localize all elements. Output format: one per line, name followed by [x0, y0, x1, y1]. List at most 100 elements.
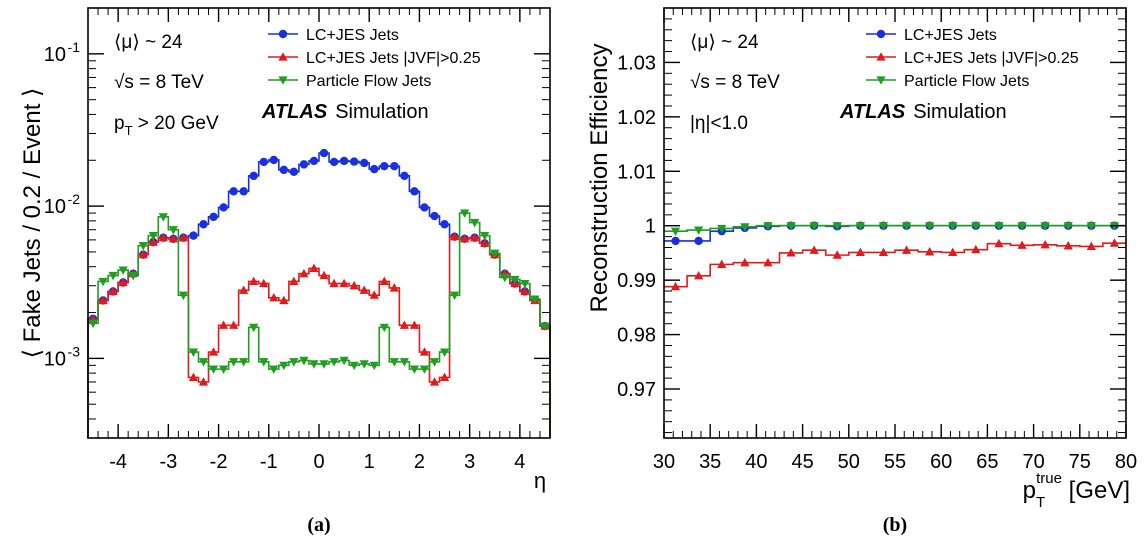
panel-a-point-0-20	[289, 167, 299, 177]
panel-b-eta-label: |η|<1.0	[690, 113, 748, 134]
panel-a-point-1-10	[188, 372, 199, 382]
panel-b-ticks: 30 35 40 45 50 55 60 65 70 75 80 0.97 0.98 0.99 1 1.01 1…	[617, 7, 1137, 473]
panel-b-point-1-14	[994, 238, 1004, 248]
panel-a-point-2-19	[279, 361, 289, 371]
panel-b-atlas-label: ATLAS Simulation	[839, 101, 1007, 123]
panel-a-point-0-23	[319, 148, 329, 158]
panel-a-xtick-label-1: -3	[159, 451, 177, 473]
panel-b-series-line-2	[664, 224, 1126, 232]
panel-a-point-2-10	[188, 348, 199, 357]
panel-a-point-2-35	[439, 348, 450, 357]
panel-a-point-2-36	[449, 291, 460, 300]
panel-b-xtick-label-1: 35	[699, 451, 721, 473]
panel-a-point-2-23	[319, 360, 329, 369]
panel-b-point-2-0	[670, 227, 681, 236]
panel-a-point-2-41	[500, 273, 510, 283]
panel-a-point-2-7	[158, 213, 168, 222]
panel-b-point-1-11	[925, 247, 935, 256]
panel-a-point-1-3	[118, 277, 128, 287]
panel-a-point-0-16	[249, 171, 258, 181]
panel-a-xlabel: η	[534, 468, 546, 493]
panel-b-xtick-label-6: 60	[930, 451, 952, 473]
panel-a-point-0-19	[279, 165, 289, 175]
panel-a-point-1-25	[339, 278, 349, 288]
panel-b-xtick-label-4: 50	[838, 451, 860, 473]
panel-b-point-2-12	[948, 222, 958, 231]
panel-a-point-0-10	[189, 231, 198, 240]
panel-a-xtick-label-7: 3	[464, 451, 475, 473]
panel-b-point-2-5	[786, 222, 796, 231]
panel-a-point-0-30	[390, 161, 399, 171]
panel-b-point-2-4	[763, 222, 773, 231]
panel-a-xtick-label-2: -2	[210, 451, 228, 473]
panel-a-legend: LC+JES Jets LC+JES Jets |JVF|>0.25 Particl…	[268, 27, 481, 90]
panel-a-point-1-21	[299, 268, 309, 278]
panel-b-mu-label: ⟨μ⟩ ~ 24	[690, 32, 759, 53]
panel-a-point-2-15	[239, 358, 249, 367]
panel-a-point-0-27	[359, 158, 369, 168]
panel-b-point-1-15	[1017, 240, 1027, 249]
panel-a-point-1-6	[148, 237, 158, 246]
panel-b-point-2-7	[832, 222, 842, 231]
panel-a-point-2-26	[349, 361, 359, 371]
panel-a-point-0-12	[209, 212, 218, 222]
panel-a-mu-label: ⟨μ⟩ ~ 24	[114, 32, 183, 53]
panel-a-point-2-6	[148, 232, 158, 241]
panel-a-point-2-18	[269, 365, 279, 374]
panel-a-point-1-18	[269, 292, 279, 302]
panel-a-point-1-29	[379, 276, 389, 286]
panel-b-point-2-3	[740, 223, 750, 232]
panel-b-point-1-6	[809, 245, 819, 254]
panel-b-point-1-8	[855, 247, 865, 256]
panel-b-point-2-8	[855, 222, 865, 231]
panel-b-point-1-10	[901, 245, 912, 254]
panel-b-ylabel: Reconstruction Efficiency	[586, 43, 613, 312]
panel-a-ytick-exp-0: -3	[68, 343, 81, 359]
panel-a-point-0-34	[430, 211, 439, 221]
panel-a-point-2-40	[490, 249, 500, 259]
panel-a-ytick-label-1: 10	[44, 196, 66, 218]
panel-a-xtick-label-0: -4	[109, 451, 127, 473]
panel-b-ytick-label-6: 1.03	[617, 52, 656, 74]
panel-a-point-1-24	[329, 278, 339, 288]
panel-a-point-1-11	[198, 377, 209, 386]
panel-b-point-2-11	[925, 222, 935, 231]
panel-b-point-1-9	[878, 247, 889, 256]
panel-b-point-2-14	[994, 222, 1004, 231]
panel-b-point-2-6	[809, 222, 819, 231]
panel-a: -4 -3 -2 -1 0 1 2 3 410-310-210-1 ⟨ Fake Jets / …	[19, 7, 551, 536]
panel-a-point-0-17	[259, 157, 268, 167]
panel-b-point-1-18	[1086, 241, 1096, 251]
panel-b-point-1-4	[763, 257, 773, 267]
panel-a-ytick-label-2: 10	[44, 44, 66, 66]
panel-a-legend-marker-0	[278, 29, 288, 39]
panel-a-atlas-label: ATLAS Simulation	[261, 101, 429, 123]
panel-b-ytick-label-1: 0.98	[617, 325, 656, 347]
panel-a-point-1-22	[309, 263, 319, 272]
panel-a-point-2-44	[530, 295, 540, 304]
panel-a-point-0-15	[239, 187, 248, 196]
panel-a-ylabel: ⟨ Fake Jets / 0.2 / Event ⟩	[19, 88, 46, 359]
panel-b-xtick-label-9: 75	[1069, 451, 1091, 473]
panel-b-point-2-18	[1086, 222, 1096, 231]
panel-a-legend-label-1: LC+JES Jets |JVF|>0.25	[306, 50, 481, 67]
panel-b-legend: LC+JES Jets LC+JES Jets |JVF|>0.25 Particl…	[866, 27, 1079, 90]
panel-b-point-1-19	[1109, 238, 1120, 247]
panel-a-point-2-28	[369, 361, 379, 371]
panel-a-ytick-exp-2: -1	[68, 39, 81, 55]
panel-a-point-2-9	[178, 291, 189, 300]
panel-a-point-1-13	[218, 320, 229, 329]
panel-a-sqrt-label: √s = 8 TeV	[114, 72, 204, 93]
panel-a-point-0-13	[219, 203, 228, 212]
panel-a-point-0-33	[420, 203, 429, 212]
panel-b-xlabel: pTtrue [GeV]	[1023, 470, 1130, 511]
panel-a-point-2-20	[289, 358, 299, 367]
panel-a-point-2-0	[88, 319, 98, 329]
panel-a-point-1-36	[449, 231, 460, 241]
panel-a-point-2-3	[118, 266, 128, 275]
panel-a-point-2-13	[218, 365, 229, 374]
panel-a-point-2-33	[419, 365, 430, 374]
panel-a-point-2-16	[249, 323, 259, 333]
panel-a-point-1-9	[178, 232, 189, 242]
panel-a-point-2-42	[510, 275, 520, 285]
